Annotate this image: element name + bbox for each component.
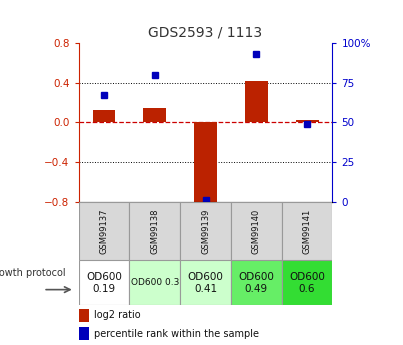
Text: GSM99139: GSM99139 [201,208,210,254]
Bar [129,260,180,305]
Text: OD600
0.6: OD600 0.6 [289,272,325,294]
Text: GSM99141: GSM99141 [303,208,312,254]
Text: log2 ratio: log2 ratio [94,310,140,321]
Bar [180,260,231,305]
Bar [296,120,318,122]
Text: OD600
0.19: OD600 0.19 [86,272,122,294]
Bar [180,202,231,260]
Bar [194,122,217,205]
Text: GSM99140: GSM99140 [252,208,261,254]
Bar [143,108,166,122]
Bar [129,202,180,260]
Bar [79,202,129,260]
Text: OD600 0.3: OD600 0.3 [131,278,179,287]
Text: growth protocol: growth protocol [0,268,66,278]
Bar [93,110,115,122]
Title: GDS2593 / 1113: GDS2593 / 1113 [148,25,263,39]
Bar [79,309,89,322]
Bar [282,202,332,260]
Bar [231,260,282,305]
Text: GSM99138: GSM99138 [150,208,159,254]
Bar [245,81,268,122]
Text: OD600
0.41: OD600 0.41 [187,272,224,294]
Text: percentile rank within the sample: percentile rank within the sample [94,328,259,338]
Bar [282,260,332,305]
Bar [79,327,89,340]
Text: OD600
0.49: OD600 0.49 [238,272,274,294]
Bar [79,260,129,305]
Bar [231,202,282,260]
Text: GSM99137: GSM99137 [100,208,108,254]
